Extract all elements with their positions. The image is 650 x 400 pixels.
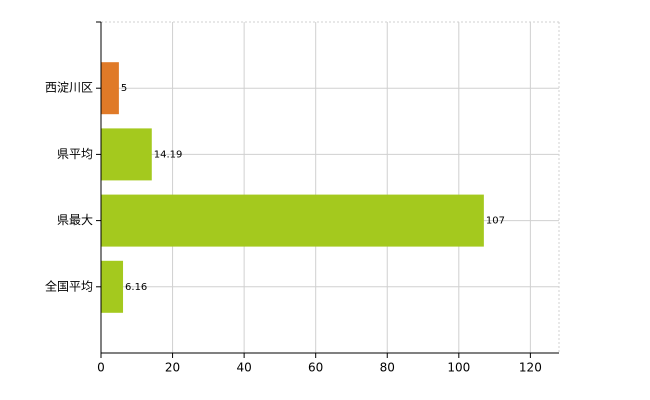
bar: [101, 128, 152, 181]
y-tick-label: 全国平均: [45, 278, 93, 293]
value-label: 107: [486, 216, 505, 227]
x-tick-label: 0: [97, 361, 105, 375]
bar: [101, 260, 124, 313]
x-tick-label: 120: [519, 361, 542, 375]
y-tick-label: 西淀川区: [45, 81, 93, 95]
value-label: 5: [121, 83, 127, 94]
value-label: 6.16: [125, 282, 147, 293]
y-tick-label: 県最大: [57, 213, 93, 227]
y-tick-label: 県平均: [57, 147, 93, 161]
x-tick-label: 40: [236, 361, 251, 375]
bar: [101, 62, 119, 115]
x-tick-label: 60: [308, 361, 323, 375]
x-tick-label: 100: [447, 361, 470, 375]
x-tick-label: 80: [380, 361, 395, 375]
x-tick-label: 20: [165, 361, 180, 375]
bar: [101, 194, 484, 247]
value-label: 14.19: [154, 149, 183, 160]
